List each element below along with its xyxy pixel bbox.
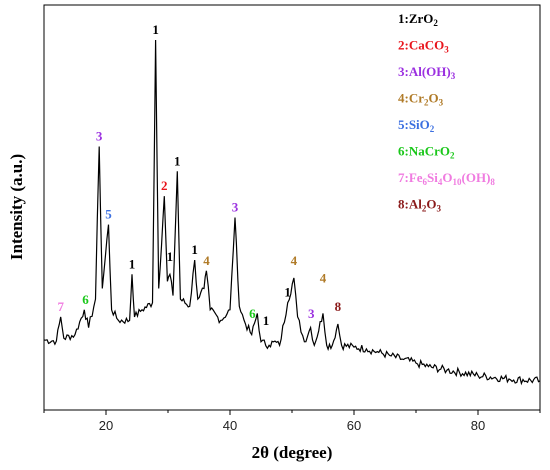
peak-label: 1 xyxy=(174,153,181,168)
peak-label: 6 xyxy=(82,292,89,307)
y-axis-title: Intensity (a.u.) xyxy=(7,154,26,260)
legend-entry: 6:NaCrO2​ xyxy=(398,144,455,161)
peak-label: 1 xyxy=(167,249,174,264)
peak-label: 4 xyxy=(203,253,210,268)
peak-label: 6 xyxy=(249,306,256,321)
peak-label: 4 xyxy=(320,271,327,286)
x-tick-label: 80 xyxy=(471,418,485,433)
peak-label: 5 xyxy=(105,207,112,222)
peak-label: 2 xyxy=(161,178,168,193)
peak-label: 4 xyxy=(291,253,298,268)
peak-label: 3 xyxy=(308,306,315,321)
legend-entry: 2:CaCO3​ xyxy=(398,38,449,55)
peak-label: 7 xyxy=(57,299,64,314)
peak-label: 3 xyxy=(232,200,239,215)
x-tick-label: 60 xyxy=(347,418,361,433)
legend-entry: 5:SiO2​ xyxy=(398,117,435,134)
legend-entry: 8:Al2​O3​ xyxy=(398,197,441,214)
peak-label: 1 xyxy=(284,285,291,300)
x-axis-title: 2θ (degree) xyxy=(252,443,333,462)
legend-entry: 1:ZrO2​ xyxy=(398,11,438,28)
peak-label: 1 xyxy=(152,22,159,37)
xrd-pattern-line xyxy=(43,39,541,386)
x-tick-label: 40 xyxy=(223,418,237,433)
peak-label: 1 xyxy=(191,242,198,257)
peak-label: 8 xyxy=(335,299,342,314)
peak-label: 1 xyxy=(263,313,270,328)
legend-entry: 3:Al(OH)3​ xyxy=(398,64,456,81)
x-axis-ticks: 20 40 60 80 xyxy=(43,410,541,433)
peak-label: 3 xyxy=(96,129,103,144)
plot-frame xyxy=(43,4,541,411)
legend-entry: 7:Fe6​Si4​O10​(OH)8​ xyxy=(398,170,495,187)
peak-label: 1 xyxy=(129,256,136,271)
legend-entry: 4:Cr2​O3​ xyxy=(398,91,444,108)
phase-legend: 1:ZrO2​ 2:CaCO3​ 3:Al(OH)3​ 4:Cr2​O3​ 5:SiO2… xyxy=(398,11,495,214)
x-tick-label: 20 xyxy=(99,418,113,433)
